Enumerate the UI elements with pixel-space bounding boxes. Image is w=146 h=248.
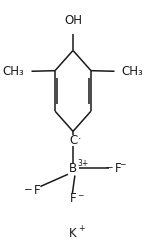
- Text: 3+: 3+: [78, 159, 89, 168]
- Text: F: F: [114, 162, 121, 175]
- Text: F: F: [70, 192, 76, 205]
- Text: ·: ·: [77, 134, 81, 144]
- Text: K: K: [69, 227, 77, 240]
- Text: C: C: [69, 134, 77, 147]
- Text: −: −: [23, 185, 32, 195]
- Text: OH: OH: [64, 14, 82, 27]
- Text: +: +: [78, 224, 84, 233]
- Text: B: B: [69, 162, 77, 175]
- Text: CH₃: CH₃: [121, 65, 143, 78]
- Text: −: −: [119, 160, 125, 169]
- Text: F: F: [33, 184, 40, 197]
- Text: −: −: [77, 191, 84, 200]
- Text: CH₃: CH₃: [3, 65, 25, 78]
- Text: −: −: [105, 163, 113, 173]
